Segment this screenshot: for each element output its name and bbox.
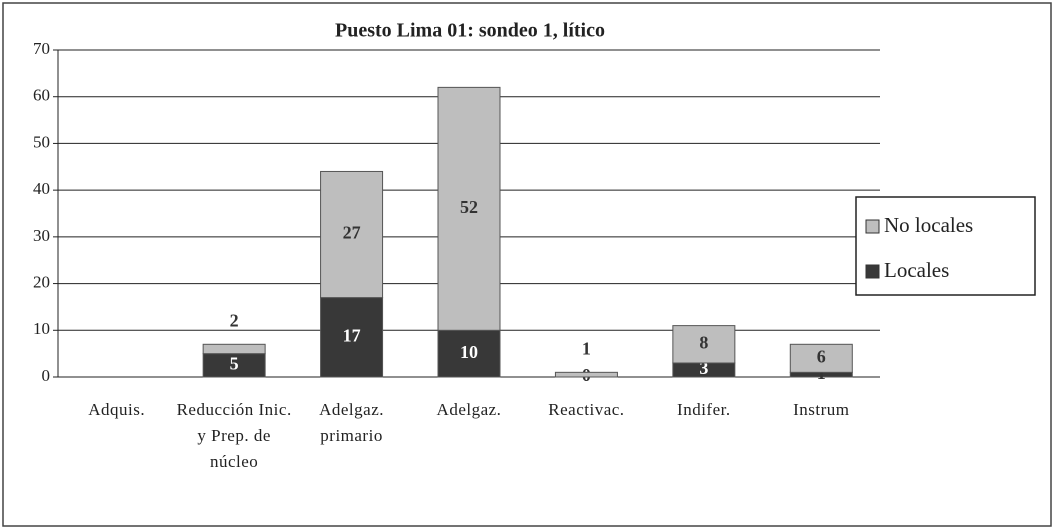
data-label: 3 [699, 358, 708, 378]
legend-label: Locales [884, 258, 949, 282]
y-tick-label: 50 [33, 132, 50, 151]
bar-segment [672, 325, 736, 364]
data-label: 17 [343, 325, 361, 345]
legend-swatch [865, 264, 880, 279]
bar-segment [202, 343, 266, 355]
x-tick-label: Instrum [793, 400, 850, 419]
data-label: 27 [343, 223, 361, 243]
y-tick-label: 0 [42, 366, 51, 385]
data-label: 8 [699, 332, 708, 352]
data-label: 2 [230, 310, 239, 330]
x-tick-label: Reactivac. [548, 400, 625, 419]
bar-segment [554, 371, 618, 378]
bar-segment [437, 329, 501, 378]
y-tick-label: 40 [33, 179, 50, 198]
y-tick-label: 70 [33, 39, 50, 58]
legend-label: No locales [884, 213, 973, 237]
x-tick-label: Reducción Inic. y Prep. de núcleo [176, 400, 292, 471]
x-tick-label: Adelgaz. [436, 400, 502, 419]
x-tick-label: Adquis. [88, 400, 146, 419]
data-label: 5 [230, 353, 239, 373]
bar-segment [437, 86, 501, 331]
data-label: 6 [817, 346, 826, 366]
x-tick-label: Adelgaz. primario [319, 400, 384, 445]
y-tick-label: 60 [33, 86, 50, 105]
y-tick-label: 10 [33, 319, 50, 338]
y-tick-label: 30 [33, 226, 50, 245]
data-label: 52 [460, 197, 478, 217]
x-tick-label: Indifer. [677, 400, 731, 419]
bar-segment [789, 343, 853, 373]
data-label: 10 [460, 342, 478, 362]
chart-title: Puesto Lima 01: sondeo 1, lítico [335, 20, 605, 42]
legend-swatch [865, 219, 880, 234]
bar-segment [320, 170, 384, 299]
data-label: 1 [582, 338, 591, 358]
y-tick-label: 20 [33, 272, 50, 291]
legend-box [855, 196, 1036, 296]
